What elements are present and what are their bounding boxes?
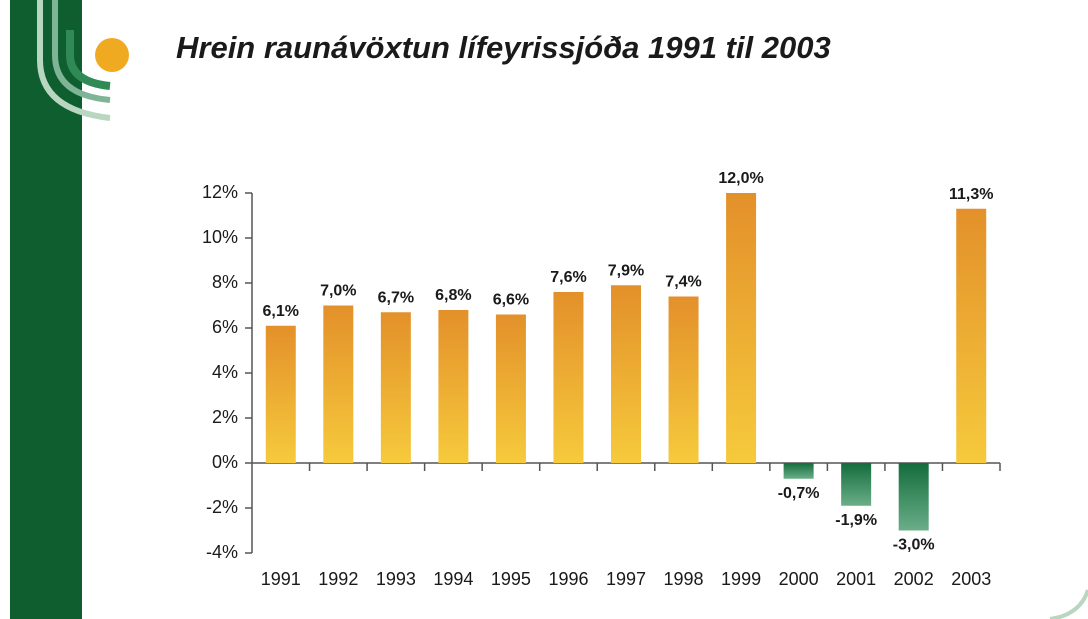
y-tick-label: 4% (212, 362, 238, 382)
y-tick-label: -2% (206, 497, 238, 517)
bar (611, 285, 641, 463)
value-label: 6,1% (263, 303, 299, 320)
chart-title: Hrein raunávöxtun lífeyrissjóða 1991 til… (176, 30, 831, 65)
bar (495, 314, 526, 463)
bar (956, 208, 987, 463)
bar (726, 193, 757, 463)
x-tick-label: 1998 (664, 569, 704, 589)
value-label: 6,7% (378, 289, 414, 306)
y-tick-label: 8% (212, 272, 238, 292)
corner-decoration (1049, 589, 1088, 619)
value-label: 7,4% (665, 274, 701, 291)
bar (323, 305, 354, 463)
x-tick-label: 1993 (376, 569, 416, 589)
x-tick-label: 2003 (951, 569, 991, 589)
value-label: 12,0% (718, 170, 763, 187)
x-tick-label: 2001 (836, 569, 876, 589)
bar (841, 463, 872, 506)
logo (37, 0, 129, 121)
x-tick-label: 1996 (548, 569, 588, 589)
y-tick-label: 2% (212, 407, 238, 427)
value-label: -0,7% (778, 485, 820, 502)
value-label: 6,6% (493, 292, 529, 309)
y-tick-label: 12% (202, 182, 238, 202)
x-tick-label: 1995 (491, 569, 531, 589)
x-tick-label: 1991 (261, 569, 301, 589)
bar (783, 463, 814, 479)
side-band (10, 0, 82, 619)
y-tick-label: 10% (202, 227, 238, 247)
x-tick-label: 2000 (779, 569, 819, 589)
value-label: 11,3% (949, 186, 993, 203)
x-tick-label: 1997 (606, 569, 646, 589)
bar (668, 296, 699, 463)
x-tick-label: 1999 (721, 569, 761, 589)
value-label: 6,8% (435, 287, 471, 304)
y-tick-label: -4% (206, 542, 238, 562)
value-label: -3,0% (893, 537, 935, 554)
x-tick-label: 2002 (894, 569, 934, 589)
y-tick-label: 6% (212, 317, 238, 337)
value-label: 7,6% (550, 269, 586, 286)
bar (898, 463, 929, 531)
bar (380, 312, 411, 463)
value-label: 7,9% (608, 262, 644, 279)
x-tick-label: 1992 (318, 569, 358, 589)
bar (438, 310, 469, 463)
y-tick-label: 0% (212, 452, 238, 472)
x-tick-label: 1994 (433, 569, 473, 589)
value-label: -1,9% (835, 512, 877, 529)
bar (265, 325, 296, 463)
value-label: 7,0% (320, 283, 356, 300)
bar (553, 292, 584, 463)
